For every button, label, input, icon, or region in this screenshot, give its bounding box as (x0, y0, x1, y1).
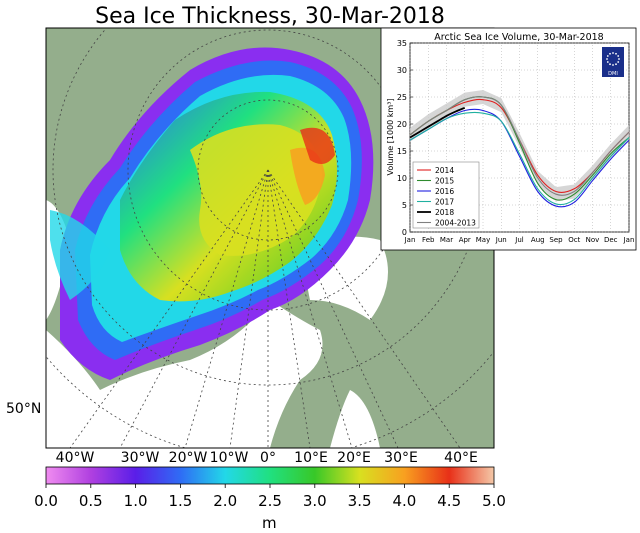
colorbar-tick-label: 5.0 (482, 492, 506, 510)
colorbar-tick-label: 2.5 (258, 492, 282, 510)
ocean-north-sea (330, 390, 380, 448)
lon-label: 20°W (168, 450, 208, 466)
colorbar-tick-label: 4.5 (437, 492, 462, 510)
lon-label: 30°E (384, 450, 418, 466)
figure-title: Sea Ice Thickness, 30-Mar-2018 (95, 4, 445, 29)
lon-label: 0° (260, 450, 276, 466)
ocean-atlantic (46, 300, 323, 448)
colorbar-tick-label: 0.0 (34, 492, 58, 510)
lon-label: 10°E (294, 450, 328, 466)
colorbar-tick-label: 0.5 (78, 492, 103, 510)
colorbar-tick-label: 1.5 (168, 492, 193, 510)
ice-thick-yellow (190, 124, 322, 256)
lon-label: 40°E (444, 450, 478, 466)
colorbar-tick-label: 3.5 (347, 492, 372, 510)
lon-label: 30°W (120, 450, 160, 466)
colorbar-tick-label: 4.0 (392, 492, 417, 510)
lat-label-50n: 50°N (6, 401, 42, 417)
colorbar-unit: m (262, 514, 277, 532)
colorbar-tick-label: 1.0 (123, 492, 148, 510)
ice-thick-red (300, 127, 335, 164)
lon-label: 40°W (55, 450, 95, 466)
ice-hudson-cyan (50, 210, 110, 300)
lon-label: 10°W (209, 450, 249, 466)
colorbar-tick-label: 2.0 (213, 492, 238, 510)
lon-label: 20°E (337, 450, 371, 466)
colorbar-tick-label: 3.0 (302, 492, 327, 510)
